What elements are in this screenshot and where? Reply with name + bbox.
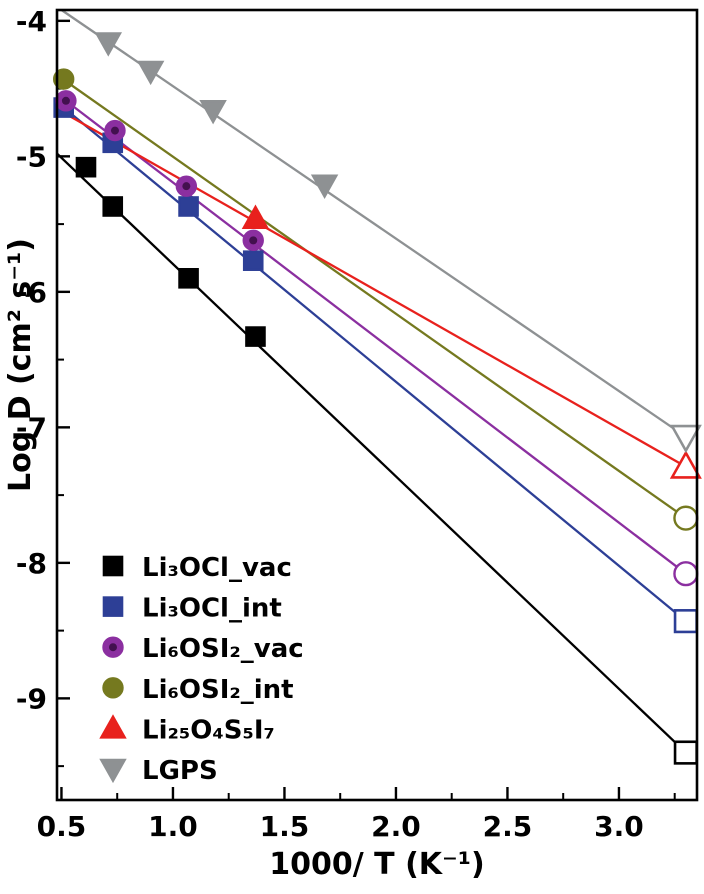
series-line-li6osi2-int [56,74,687,520]
marker-lgps-filled [199,100,227,125]
marker-li25o4s5i7-filled [99,714,127,739]
y-tick-label: -9 [16,682,47,715]
y-tick-label: -8 [16,547,47,580]
marker-li25o4s5i7-open [669,450,702,479]
series-line-li3ocl-vac [56,152,687,754]
x-tick-label: 0.5 [37,810,87,843]
marker-li3ocl-vac-filled [102,196,124,217]
legend-label-li3ocl-int: Li₃OCl_int [142,594,282,624]
marker-li6osi2-vac-open [673,561,699,587]
series-line-li25o4s5i7 [56,107,687,468]
x-tick-label: 3.0 [594,810,644,843]
marker-li3ocl-vac-filled [178,268,199,289]
series-line-lgps [60,9,687,438]
marker-li3ocl-int-open [673,609,698,634]
x-tick-label: 2.5 [483,810,533,843]
marker-li3ocl-vac-filled [245,326,266,347]
legend-label-li6osi2-vac: Li₆OSI₂_vac [142,634,304,664]
marker-li3ocl-vac-open [673,740,698,765]
marker-li6osi2-vac-center-dot [182,182,191,191]
x-axis-label: 1000/ T (K⁻¹) [269,847,484,882]
y-tick-label: -6 [16,276,47,309]
y-axis-label: Log D (cm² s⁻¹) [3,238,38,492]
y-tick-label: -5 [16,140,47,173]
marker-li6osi2-vac-center-dot [61,96,70,105]
marker-lgps-filled [310,174,339,199]
marker-li6osi2-vac-center-dot [249,236,258,245]
marker-li6osi2-int-filled [52,68,75,90]
marker-lgps-open [669,424,702,454]
marker-lgps-filled [94,32,123,57]
y-tick-label: -4 [16,5,47,38]
y-tick-label: -7 [16,411,47,444]
marker-lgps-filled [99,758,127,784]
marker-li3ocl-int-filled [178,196,199,217]
legend-label-li25o4s5i7: Li₂₅O₄S₅I₇ [142,715,275,745]
marker-li3ocl-vac-filled [75,156,97,178]
plot-frame [55,8,699,802]
legend-label-lgps: LGPS [142,756,218,786]
legend-item-li3ocl-int: Li₃OCl_int [102,594,282,624]
marker-li6osi2-vac-center-dot [110,126,119,135]
x-tick-label: 2.0 [371,810,421,843]
marker-li3ocl-vac-filled [102,555,124,577]
legend-label-li6osi2-int: Li₆OSI₂_int [142,675,294,705]
legend-item-li6osi2-int: Li₆OSI₂_int [102,675,294,705]
marker-li3ocl-int-filled [102,596,124,617]
chart-generated-content: 0.5 1.0 1.5 2.0 2.5 3.0 -4 -5 -6 -7 -8 -9 Li₃OCl_vac… [16,5,702,843]
series-line-li3ocl-int [56,101,687,622]
marker-li6osi2-int-filled [102,677,124,699]
legend-label-li3ocl-vac: Li₃OCl_vac [142,553,292,583]
marker-li25o4s5i7-filled [241,204,270,229]
x-tick-label: 1.5 [260,810,310,843]
legend-item-li25o4s5i7: Li₂₅O₄S₅I₇ [99,714,275,745]
marker-li3ocl-int-filled [242,250,264,271]
marker-li6osi2-int-open [673,505,699,531]
x-tick-label: 1.0 [148,810,198,843]
series-line-li6osi2-vac [56,93,687,575]
marker-li6osi2-vac-center-dot [109,643,117,652]
legend-item-li6osi2-vac: Li₆OSI₂_vac [102,634,304,664]
marker-lgps-filled [136,60,165,86]
legend-item-lgps: LGPS [99,756,218,786]
legend-item-li3ocl-vac: Li₃OCl_vac [102,553,292,583]
